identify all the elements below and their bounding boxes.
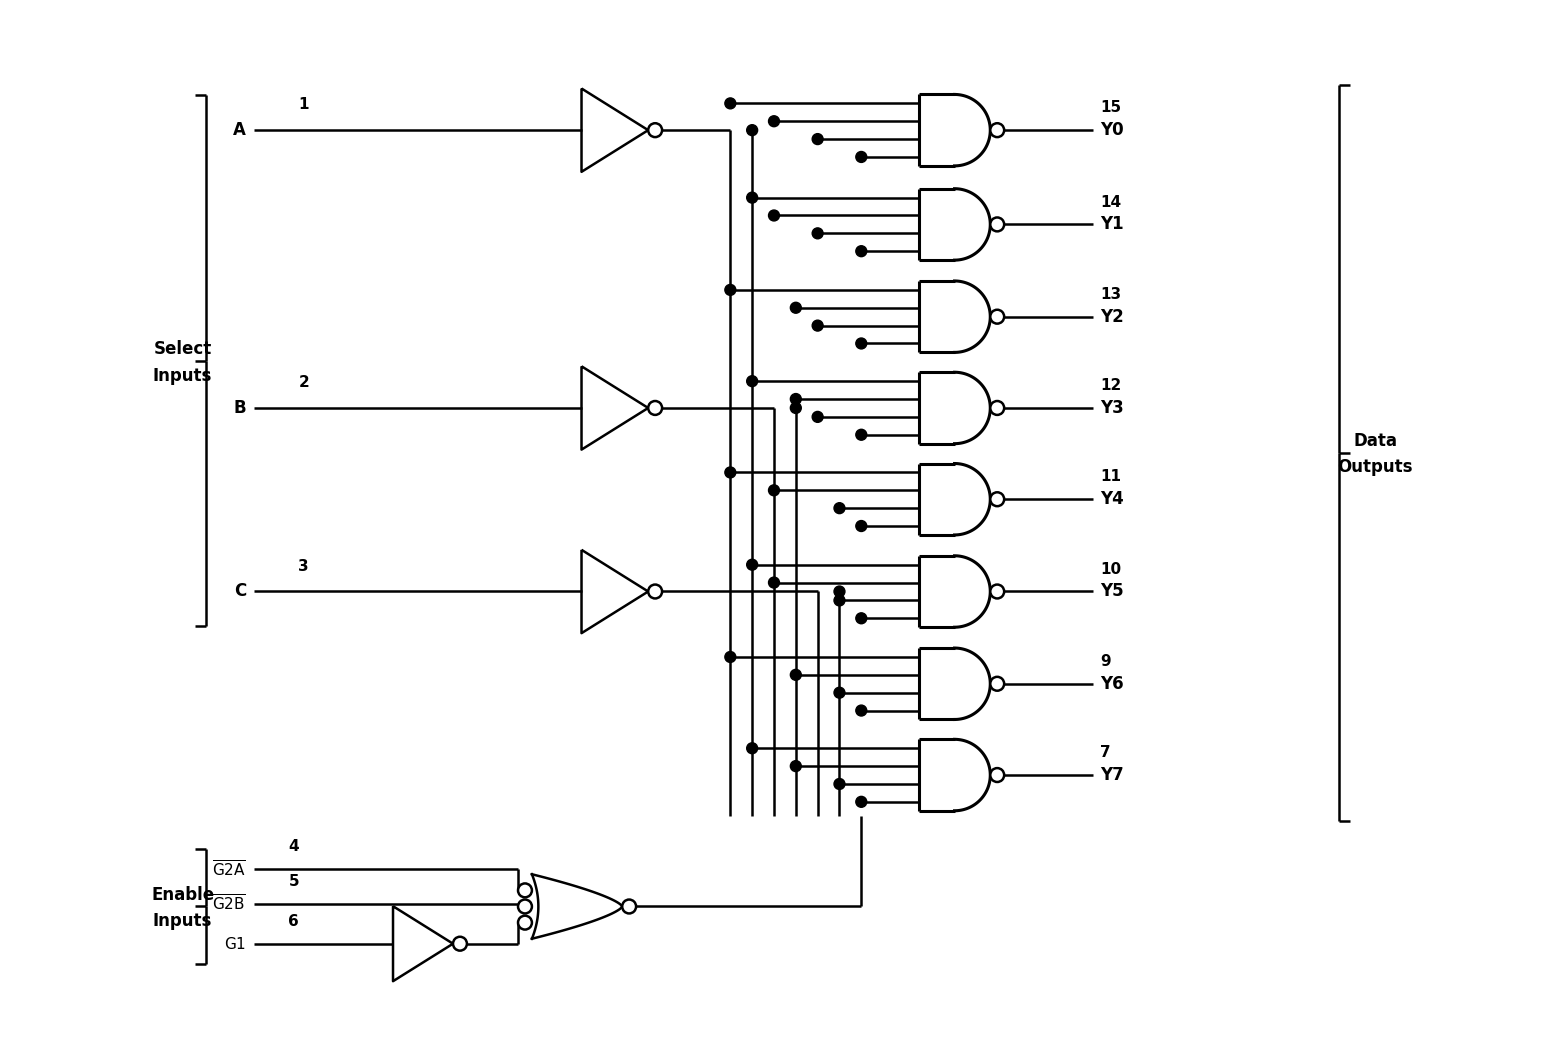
Circle shape (649, 124, 663, 137)
Text: 6: 6 (289, 914, 300, 929)
Text: Inputs: Inputs (153, 367, 212, 385)
Circle shape (856, 520, 867, 532)
Circle shape (990, 585, 1004, 598)
Text: Y5: Y5 (1100, 582, 1125, 600)
Circle shape (725, 284, 735, 295)
Circle shape (746, 375, 757, 387)
Circle shape (725, 98, 735, 109)
Circle shape (649, 585, 663, 598)
Circle shape (834, 503, 845, 514)
Text: 2: 2 (298, 375, 309, 390)
Text: 5: 5 (289, 874, 300, 889)
Circle shape (791, 669, 802, 681)
Circle shape (856, 613, 867, 624)
Circle shape (856, 796, 867, 808)
Text: Y4: Y4 (1100, 490, 1125, 508)
Circle shape (623, 900, 637, 913)
Circle shape (791, 393, 802, 405)
Text: Y0: Y0 (1100, 122, 1125, 140)
Text: Y2: Y2 (1100, 308, 1125, 326)
Text: 7: 7 (1100, 745, 1111, 760)
Circle shape (746, 559, 757, 570)
Circle shape (791, 761, 802, 772)
Circle shape (834, 779, 845, 790)
Circle shape (768, 485, 779, 496)
Text: Y7: Y7 (1100, 766, 1125, 784)
Text: Data: Data (1353, 431, 1397, 449)
Text: Y3: Y3 (1100, 398, 1125, 416)
Text: 13: 13 (1100, 286, 1122, 302)
Circle shape (856, 705, 867, 716)
Circle shape (791, 403, 802, 413)
Circle shape (813, 133, 823, 145)
Circle shape (813, 320, 823, 331)
Text: 4: 4 (289, 839, 300, 854)
Text: Y1: Y1 (1100, 216, 1125, 234)
Text: Y6: Y6 (1100, 674, 1125, 692)
Text: 11: 11 (1100, 469, 1122, 484)
Circle shape (768, 210, 779, 221)
Circle shape (990, 401, 1004, 415)
Circle shape (856, 338, 867, 349)
Circle shape (990, 676, 1004, 690)
Text: $\overline{\mathsf{G2B}}$: $\overline{\mathsf{G2B}}$ (212, 894, 246, 914)
Circle shape (518, 884, 531, 897)
Circle shape (856, 429, 867, 440)
Circle shape (813, 228, 823, 239)
Text: 14: 14 (1100, 194, 1122, 209)
Circle shape (768, 116, 779, 127)
Circle shape (746, 125, 757, 135)
Text: $\overline{\mathsf{G2A}}$: $\overline{\mathsf{G2A}}$ (212, 859, 246, 879)
Circle shape (990, 493, 1004, 506)
Circle shape (518, 915, 531, 929)
Circle shape (990, 218, 1004, 231)
Circle shape (768, 577, 779, 588)
Circle shape (834, 586, 845, 597)
Circle shape (518, 900, 531, 913)
Text: 3: 3 (298, 559, 309, 574)
Circle shape (746, 192, 757, 203)
Text: 1: 1 (298, 97, 309, 112)
Circle shape (725, 651, 735, 663)
Text: C: C (233, 582, 246, 600)
Text: 12: 12 (1100, 378, 1122, 393)
Circle shape (990, 124, 1004, 137)
Text: A: A (233, 122, 246, 140)
Circle shape (834, 595, 845, 606)
Circle shape (990, 310, 1004, 323)
Circle shape (791, 302, 802, 313)
Circle shape (453, 937, 467, 950)
Text: Enable: Enable (151, 886, 215, 904)
Circle shape (856, 245, 867, 257)
Circle shape (834, 687, 845, 699)
Text: $\mathsf{G1}$: $\mathsf{G1}$ (224, 935, 246, 951)
Text: B: B (233, 398, 246, 416)
Circle shape (990, 768, 1004, 782)
Text: 15: 15 (1100, 100, 1122, 115)
Circle shape (725, 467, 735, 478)
Text: 9: 9 (1100, 654, 1111, 669)
Text: Outputs: Outputs (1338, 459, 1414, 477)
Text: Inputs: Inputs (153, 912, 212, 930)
Text: 10: 10 (1100, 561, 1122, 577)
Circle shape (746, 743, 757, 754)
Text: Select: Select (153, 340, 212, 358)
Circle shape (856, 151, 867, 163)
Circle shape (813, 411, 823, 423)
Circle shape (649, 401, 663, 415)
